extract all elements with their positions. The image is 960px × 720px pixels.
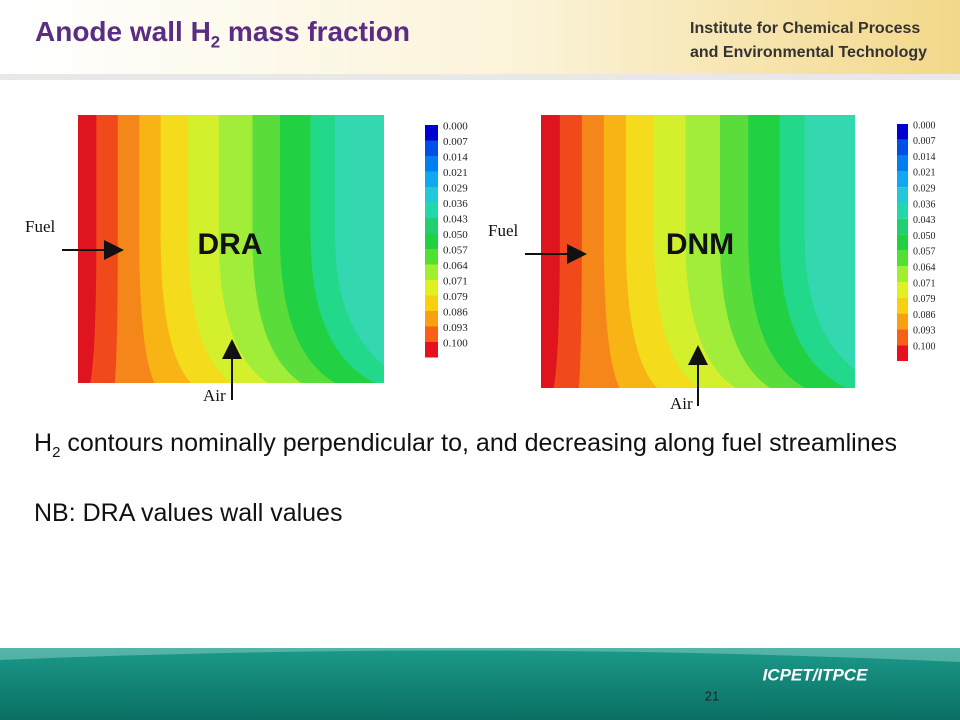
legend-label: 0.093 (443, 322, 468, 334)
bullet-text: contours nominally perpendicular to, and… (60, 429, 898, 457)
footer-band (0, 648, 960, 720)
legend-label: 0.086 (913, 310, 936, 321)
legend-swatch (897, 297, 908, 314)
legend-swatch (425, 202, 438, 218)
slide-title: Anode wall H2 mass fraction (35, 16, 410, 53)
legend-swatch (425, 187, 438, 203)
legend-label: 0.079 (913, 294, 936, 305)
legend-swatch (897, 266, 908, 282)
bullet-subscript: 2 (52, 444, 61, 461)
legend-label: 0.043 (913, 215, 936, 226)
legend-swatch (425, 295, 438, 311)
contour-plot (78, 115, 384, 383)
legend-label: 0.021 (913, 168, 936, 179)
legend-swatch (897, 234, 908, 251)
legend-swatch (897, 345, 908, 361)
legend-swatch (897, 218, 908, 235)
bullet: H2 contours nominally perpendicular to, … (34, 428, 906, 468)
institute-line: Institute for Chemical Process (690, 20, 920, 37)
legend-swatch (425, 342, 438, 358)
legend-swatch (425, 326, 438, 342)
legend-swatch (897, 250, 908, 267)
legend-swatch (425, 311, 438, 327)
legend-swatch (425, 156, 438, 172)
legend-label: 0.100 (913, 341, 936, 352)
panels: DRA Fuel Air 0.000 0.007 0.014 0.021 0.029 0.036… (25, 115, 936, 413)
legend-label: 0.036 (443, 198, 468, 210)
legend-label: 0.043 (443, 214, 468, 226)
contour-plot (541, 115, 855, 388)
footer-logo: ICPET/ITPCE (763, 665, 869, 684)
legend-swatch (897, 171, 908, 188)
legend-label: 0.079 (443, 291, 468, 303)
legend-label: 0.000 (443, 121, 468, 133)
legend-swatch (897, 155, 908, 172)
legend-swatch (897, 313, 908, 330)
legend-label: 0.007 (913, 136, 936, 147)
body-text: H2 contours nominally perpendicular to, … (34, 428, 906, 528)
legend-label: 0.007 (443, 136, 468, 148)
legend-swatch (425, 249, 438, 265)
note: NB: DRA values wall values (34, 499, 343, 527)
title-text: Anode wall H (35, 16, 211, 47)
legend-label: 0.014 (443, 152, 468, 164)
legend-label: 0.014 (913, 152, 936, 163)
legend-swatch (897, 139, 908, 156)
legend-label: 0.064 (913, 262, 936, 273)
legend-label: 0.093 (913, 326, 936, 337)
air-label: Air (203, 386, 226, 405)
footer-curve (0, 648, 960, 662)
legend-swatch (425, 140, 438, 156)
legend-swatch (425, 280, 438, 296)
title-subscript: 2 (210, 32, 221, 52)
legend-label: 0.036 (913, 199, 936, 210)
title-text: mass fraction (220, 16, 410, 47)
legend-label: 0.100 (443, 338, 468, 350)
legend-label: 0.029 (443, 183, 468, 195)
air-label: Air (670, 394, 693, 413)
legend-label: 0.064 (443, 260, 468, 272)
legend-label: 0.071 (443, 276, 468, 288)
model-label: DRA (198, 228, 263, 261)
legend-label: 0.050 (913, 231, 936, 242)
legend-label: 0.086 (443, 307, 468, 319)
legend-swatch (897, 203, 908, 219)
legend-label: 0.057 (443, 245, 468, 257)
legend-label: 0.071 (913, 278, 936, 289)
legend-swatch (897, 282, 908, 298)
legend-label: 0.021 (443, 167, 468, 179)
legend-swatch (425, 125, 438, 141)
legend-swatch (425, 264, 438, 280)
legend-swatch (897, 124, 908, 140)
legend-label: 0.029 (913, 183, 936, 194)
model-label: DNM (666, 228, 734, 261)
inlet-label: Fuel (25, 217, 56, 236)
contour-band (541, 115, 560, 388)
bullet-text: H (34, 429, 53, 457)
header-band (0, 0, 960, 74)
institute-line: and Environmental Technology (690, 44, 927, 61)
legend-label: 0.057 (913, 247, 936, 258)
legend-swatch (897, 329, 908, 346)
legend-swatch (425, 218, 438, 234)
legend-swatch (425, 233, 438, 249)
legend-label: 0.050 (443, 229, 468, 241)
legend-swatch (425, 171, 438, 187)
legend-swatch (897, 187, 908, 203)
inlet-label: Fuel (488, 221, 519, 240)
header-shadow (0, 74, 960, 80)
page-number: 21 (705, 688, 719, 703)
legend-label: 0.000 (913, 120, 936, 131)
